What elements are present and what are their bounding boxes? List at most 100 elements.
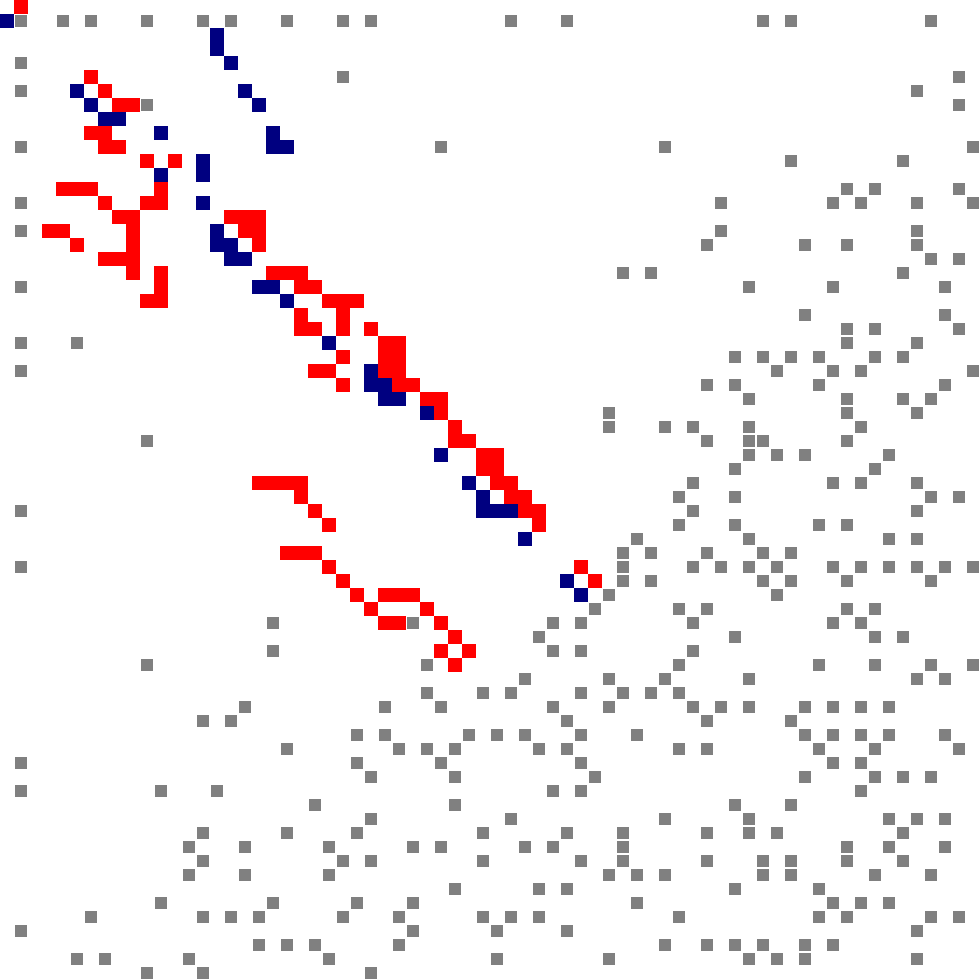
- blue-cell: [266, 280, 280, 294]
- blue-cell: [560, 574, 574, 588]
- gray-cell: [757, 855, 769, 867]
- red-cell: [280, 546, 294, 560]
- blue-cell: [280, 294, 294, 308]
- gray-cell: [869, 869, 881, 881]
- gray-cell: [939, 673, 951, 685]
- gray-cell: [799, 449, 811, 461]
- red-cell: [476, 462, 490, 476]
- gray-cell: [883, 841, 895, 853]
- gray-cell: [505, 687, 517, 699]
- gray-cell: [715, 225, 727, 237]
- gray-cell: [827, 365, 839, 377]
- gray-cell: [855, 421, 867, 433]
- gray-cell: [617, 687, 629, 699]
- gray-cell: [393, 939, 405, 951]
- red-cell: [70, 238, 84, 252]
- gray-cell: [99, 953, 111, 965]
- blue-cell: [266, 126, 280, 140]
- red-cell: [308, 322, 322, 336]
- gray-cell: [841, 323, 853, 335]
- gray-cell: [729, 379, 741, 391]
- gray-cell: [575, 785, 587, 797]
- gray-cell: [617, 575, 629, 587]
- red-cell: [98, 196, 112, 210]
- gray-cell: [239, 869, 251, 881]
- gray-cell: [841, 855, 853, 867]
- gray-cell: [267, 617, 279, 629]
- blue-cell: [70, 84, 84, 98]
- gray-cell: [393, 743, 405, 755]
- gray-cell: [911, 813, 923, 825]
- gray-cell: [715, 701, 727, 713]
- gray-cell: [575, 617, 587, 629]
- gray-cell: [435, 841, 447, 853]
- gray-cell: [71, 337, 83, 349]
- gray-cell: [771, 561, 783, 573]
- blue-cell: [98, 112, 112, 126]
- gray-cell: [15, 785, 27, 797]
- gray-cell: [253, 939, 265, 951]
- gray-cell: [813, 883, 825, 895]
- gray-cell: [939, 309, 951, 321]
- gray-cell: [337, 911, 349, 923]
- gray-cell: [337, 71, 349, 83]
- gray-cell: [197, 967, 209, 979]
- gray-cell: [911, 561, 923, 573]
- gray-cell: [687, 505, 699, 517]
- gray-cell: [911, 239, 923, 251]
- red-cell: [154, 280, 168, 294]
- gray-cell: [785, 799, 797, 811]
- red-cell: [336, 574, 350, 588]
- gray-cell: [869, 659, 881, 671]
- gray-cell: [421, 659, 433, 671]
- gray-cell: [659, 673, 671, 685]
- red-cell: [98, 126, 112, 140]
- red-cell: [420, 392, 434, 406]
- gray-cell: [883, 701, 895, 713]
- red-cell: [294, 546, 308, 560]
- gray-cell: [589, 603, 601, 615]
- gray-cell: [477, 911, 489, 923]
- red-cell: [434, 644, 448, 658]
- gray-cell: [953, 491, 965, 503]
- gray-cell: [827, 729, 839, 741]
- gray-cell: [827, 281, 839, 293]
- red-cell: [322, 294, 336, 308]
- gray-cell: [841, 407, 853, 419]
- gray-cell: [379, 729, 391, 741]
- gray-cell: [925, 659, 937, 671]
- gray-cell: [799, 771, 811, 783]
- gray-cell: [729, 939, 741, 951]
- red-cell: [84, 126, 98, 140]
- blue-cell: [210, 42, 224, 56]
- gray-cell: [365, 771, 377, 783]
- red-cell: [126, 252, 140, 266]
- blue-cell: [504, 504, 518, 518]
- red-cell: [294, 308, 308, 322]
- gray-cell: [673, 491, 685, 503]
- gray-cell: [351, 827, 363, 839]
- red-cell: [504, 476, 518, 490]
- gray-cell: [351, 757, 363, 769]
- gray-cell: [477, 827, 489, 839]
- blue-cell: [154, 168, 168, 182]
- gray-cell: [757, 15, 769, 27]
- red-cell: [112, 98, 126, 112]
- gray-cell: [561, 883, 573, 895]
- gray-cell: [141, 967, 153, 979]
- gray-cell: [743, 449, 755, 461]
- red-cell: [280, 266, 294, 280]
- red-cell: [126, 238, 140, 252]
- gray-cell: [855, 757, 867, 769]
- gray-cell: [883, 533, 895, 545]
- blue-cell: [378, 392, 392, 406]
- red-cell: [490, 476, 504, 490]
- gray-cell: [141, 435, 153, 447]
- gray-cell: [883, 813, 895, 825]
- gray-cell: [757, 435, 769, 447]
- red-cell: [154, 266, 168, 280]
- gray-cell: [239, 701, 251, 713]
- gray-cell: [701, 827, 713, 839]
- red-cell: [434, 616, 448, 630]
- blue-cell: [224, 238, 238, 252]
